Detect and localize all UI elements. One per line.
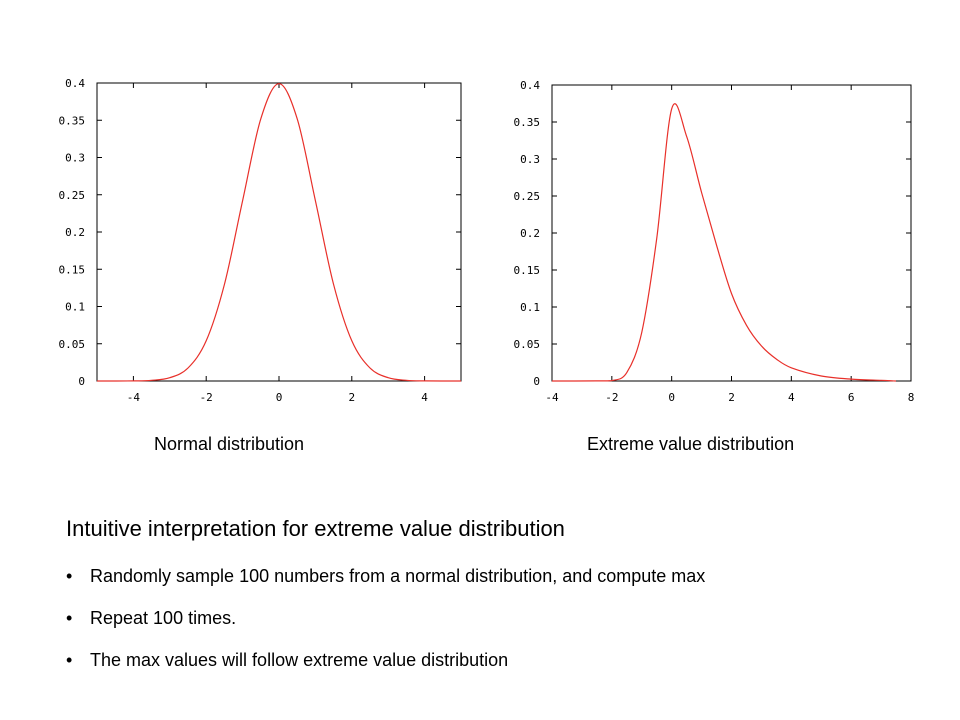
bullet-text: Randomly sample 100 numbers from a norma… <box>90 566 706 586</box>
normal-distribution-chart: 0 0.05 0.1 0.15 0.2 0.25 0.3 0.35 0.4 -4 -2 0 2 4 <box>59 77 462 404</box>
x-tick-label: 0 <box>668 391 675 404</box>
density-curve <box>96 83 462 382</box>
x-tick-label: 4 <box>421 391 428 404</box>
bullet-dot: • <box>66 608 73 628</box>
normal-distribution-caption: Normal distribution <box>154 434 305 454</box>
y-tick-label: 0.25 <box>59 189 86 202</box>
x-tick-label: -2 <box>605 391 618 404</box>
y-tick-label: 0.35 <box>59 114 86 127</box>
bullet-dot: • <box>66 650 73 670</box>
y-tick-label: 0.15 <box>514 264 541 277</box>
y-tick-label: 0.35 <box>514 116 541 129</box>
x-tick-label: -4 <box>127 391 141 404</box>
y-tick-label: 0 <box>78 375 85 388</box>
y-tick-label: 0.3 <box>520 153 540 166</box>
x-tick-label: -2 <box>200 391 213 404</box>
y-tick-label: 0.1 <box>65 301 85 314</box>
y-tick-label: 0.2 <box>520 227 540 240</box>
x-tick-label: 4 <box>788 391 795 404</box>
x-tick-label: 8 <box>908 391 915 404</box>
y-tick-label: 0.05 <box>59 338 86 351</box>
x-tick-label: -4 <box>545 391 559 404</box>
x-tick-label: 2 <box>728 391 735 404</box>
x-tick-label: 2 <box>348 391 355 404</box>
bullet-item: • The max values will follow extreme valu… <box>66 649 705 691</box>
y-tick-label: 0.4 <box>65 77 85 90</box>
y-tick-label: 0.4 <box>520 79 540 92</box>
extreme-value-distribution-chart: 0 0.05 0.1 0.15 0.2 0.25 0.3 0.35 0.4 -4 -2 0 2 4 6 8 <box>514 79 915 404</box>
bullet-list: • Randomly sample 100 numbers from a norm… <box>66 565 705 691</box>
bullet-text: Repeat 100 times. <box>90 608 237 628</box>
y-tick-label: 0.05 <box>514 338 541 351</box>
y-tick-label: 0.25 <box>514 190 541 203</box>
y-tick-label: 0.1 <box>520 301 540 314</box>
bullet-dot: • <box>66 566 73 586</box>
bullet-item: • Repeat 100 times. <box>66 607 705 649</box>
x-tick-label: 0 <box>276 391 283 404</box>
x-tick-label: 6 <box>848 391 855 404</box>
y-tick-label: 0.2 <box>65 226 85 239</box>
section-heading: Intuitive interpretation for extreme val… <box>66 516 565 541</box>
density-curve <box>551 103 897 382</box>
plot-frame <box>551 84 912 382</box>
bullet-text: The max values will follow extreme value… <box>90 650 509 670</box>
y-tick-label: 0.3 <box>65 152 85 165</box>
bullet-item: • Randomly sample 100 numbers from a norm… <box>66 565 705 607</box>
extreme-value-distribution-caption: Extreme value distribution <box>587 434 795 454</box>
y-tick-label: 0 <box>533 375 540 388</box>
y-tick-label: 0.15 <box>59 263 86 276</box>
